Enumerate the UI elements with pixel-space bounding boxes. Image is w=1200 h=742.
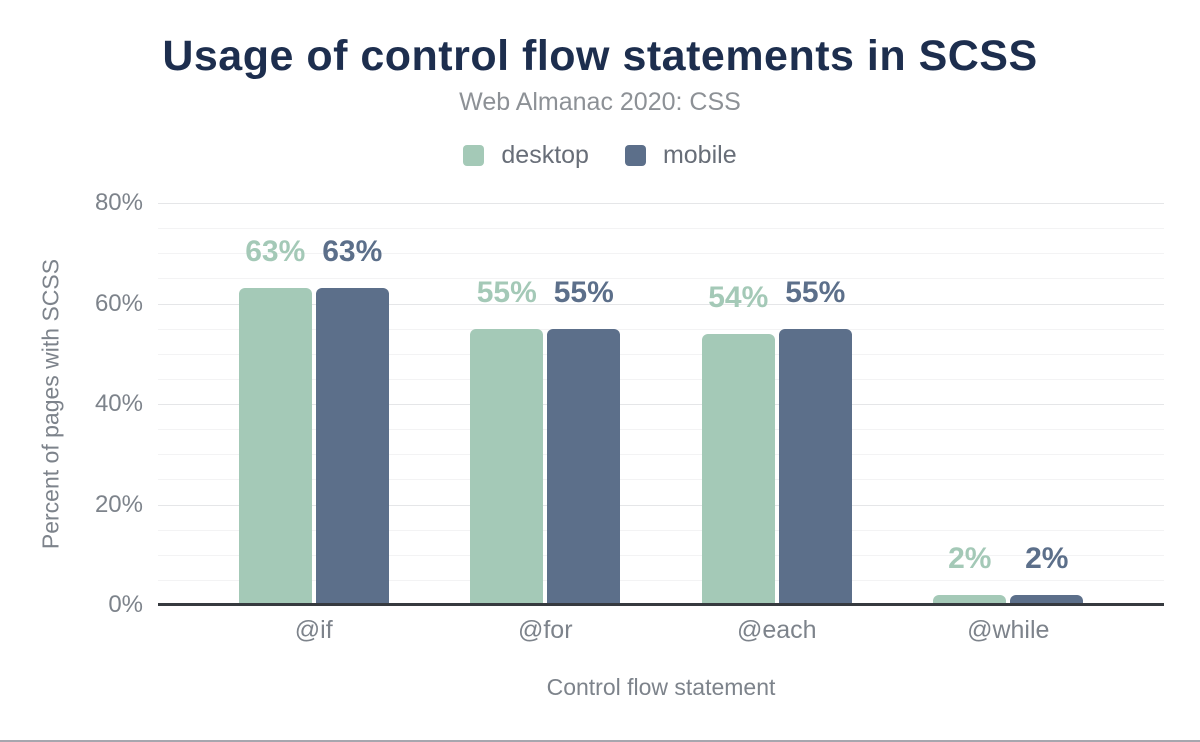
bar-group-@if: 63% 63% (198, 203, 430, 605)
chart-title: Usage of control flow statements in SCSS (162, 32, 1038, 80)
y-tick-20%: 20% (94, 490, 143, 518)
bar-mobile-@if[interactable]: 63% (315, 237, 389, 605)
grid-line-15 (158, 529, 1164, 531)
bar-mobile-@each[interactable]: 55% (778, 277, 852, 605)
legend-label-desktop: desktop (501, 141, 589, 169)
grid-line-60 (158, 303, 1164, 305)
bar-mobile-@while[interactable]: 2% (1010, 543, 1084, 605)
x-tick-@for: @for (517, 616, 573, 644)
x-tick-@each: @each (736, 616, 817, 644)
legend: desktop mobile (0, 141, 1200, 170)
bar-value-label-desktop-@while: 2% (948, 541, 992, 575)
grid-line-55 (158, 328, 1164, 330)
bar-desktop-@if[interactable]: 63% (238, 237, 312, 605)
bar-value-label-mobile-@while: 2% (1025, 541, 1069, 575)
bar-group-@for: 55% 55% (430, 203, 662, 605)
y-tick-80%: 80% (94, 189, 143, 216)
bar-group-@while: 2% 2% (893, 203, 1125, 605)
bar-value-label-mobile-@if: 63% (322, 235, 383, 269)
bar-value-label-desktop-@for: 55% (476, 275, 537, 309)
grid-line-20 (158, 504, 1164, 506)
legend-item-desktop[interactable]: desktop (463, 141, 589, 170)
bars-row: 63% 63% 55% 55% 54% 55% 2% 2% (158, 203, 1164, 605)
plot-area: 80% 60% 40% 20% 0% 63% 63% 55% 55% 54% 55% 2% 2% (95, 189, 1164, 618)
legend-label-mobile: mobile (662, 141, 737, 169)
bar-value-label-mobile-@each: 55% (785, 275, 846, 309)
grid-line-10 (158, 554, 1164, 556)
grid-line-65 (158, 278, 1164, 280)
grid-line-70 (158, 253, 1164, 255)
bar-value-label-mobile-@for: 55% (553, 275, 614, 309)
x-tick-@if: @if (294, 616, 333, 644)
bar-value-label-desktop-@each: 54% (708, 280, 769, 314)
bar-desktop-@each[interactable]: 54% (701, 282, 775, 605)
grid-line-35 (158, 429, 1164, 431)
bar-value-label-desktop-@if: 63% (245, 235, 306, 269)
chart-subtitle: Web Almanac 2020: CSS (459, 88, 741, 116)
grid-line-5 (158, 579, 1164, 581)
y-tick-60%: 60% (94, 289, 143, 317)
grid-line-50 (158, 353, 1164, 355)
legend-swatch-mobile (624, 145, 646, 166)
bar-mobile-@for[interactable]: 55% (547, 277, 621, 605)
y-tick-40%: 40% (94, 390, 143, 417)
legend-swatch-desktop (463, 145, 485, 166)
y-axis-title: Percent of pages with SCSS (37, 258, 64, 550)
grid-line-75 (158, 228, 1164, 230)
legend-item-mobile[interactable]: mobile (624, 141, 737, 170)
x-tick-@while: @while (967, 616, 1050, 644)
bar-desktop-@for[interactable]: 55% (470, 277, 544, 605)
grid-line-25 (158, 479, 1164, 481)
bar-desktop-@while[interactable]: 2% (933, 543, 1007, 605)
x-axis-title: Control flow statement (546, 674, 776, 700)
x-axis-line (158, 603, 1164, 606)
bar-group-@each: 54% 55% (661, 203, 893, 605)
grid-line-30 (158, 454, 1164, 456)
grid-line-40 (158, 404, 1164, 405)
grid-line-45 (158, 378, 1164, 380)
x-axis-tick-labels: @if @for @each @while (158, 616, 1164, 645)
y-tick-0%: 0% (108, 591, 143, 618)
grid-line-80 (158, 203, 1164, 204)
